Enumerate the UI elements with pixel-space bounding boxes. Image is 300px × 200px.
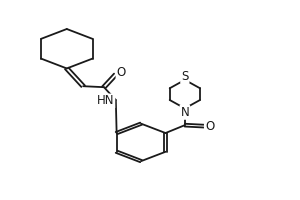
Text: O: O	[205, 120, 214, 133]
Text: N: N	[181, 106, 189, 119]
Text: O: O	[116, 66, 126, 79]
Text: HN: HN	[97, 94, 114, 107]
Text: S: S	[181, 70, 188, 83]
